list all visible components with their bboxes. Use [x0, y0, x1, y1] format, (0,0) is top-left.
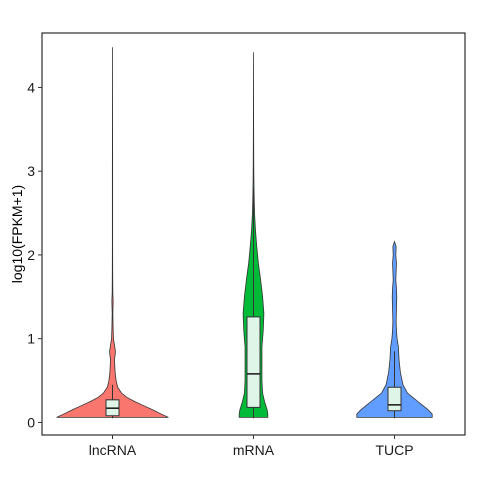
violin-lncrna: [56, 47, 169, 418]
violin-tucp: [356, 240, 433, 418]
x-tick-label-tucp: TUCP: [375, 442, 413, 458]
box-mrna: [246, 316, 261, 408]
y-tick-label: 0: [27, 414, 35, 430]
y-axis-title: log10(FPKM+1): [9, 185, 25, 283]
y-tick-label: 1: [27, 331, 35, 347]
x-tick-label-mrna: mRNA: [233, 442, 275, 458]
y-axis: 0 1 2 3 4: [27, 79, 42, 430]
violins-layer: [56, 47, 433, 419]
x-axis: lncRNA mRNA TUCP: [89, 435, 414, 458]
box-tucp: [387, 386, 402, 412]
x-tick-label-lncrna: lncRNA: [89, 442, 137, 458]
y-tick-label: 3: [27, 163, 35, 179]
y-tick-label: 2: [27, 247, 35, 263]
y-tick-label: 4: [27, 79, 35, 95]
